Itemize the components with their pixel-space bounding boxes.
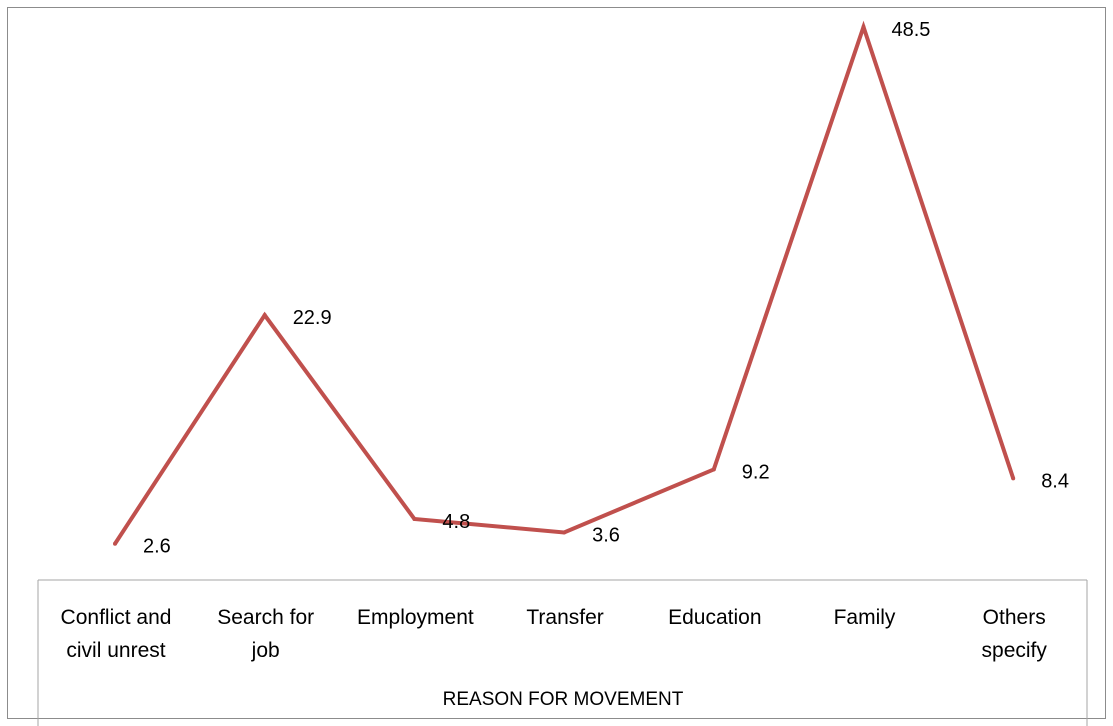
category-label: Employment (357, 606, 474, 629)
series-layer (113, 20, 1016, 545)
category-label: specify (982, 639, 1048, 662)
data-label: 2.6 (143, 536, 171, 558)
data-point (1011, 476, 1016, 481)
data-label: 48.5 (892, 19, 931, 41)
category-label: Search for (217, 606, 314, 629)
data-label: 22.9 (293, 307, 332, 329)
category-label: job (251, 639, 280, 662)
data-label: 9.2 (742, 461, 770, 483)
chart-frame (7, 7, 1106, 719)
data-label: 4.8 (442, 511, 470, 533)
data-point (562, 530, 567, 535)
category-label: civil unrest (66, 639, 165, 662)
data-point (711, 467, 716, 472)
category-label-layer: Conflict and civil unrest Search for job Emp… (61, 606, 1048, 662)
points-layer (113, 24, 1016, 546)
x-axis-title: REASON FOR MOVEMENT (443, 689, 684, 710)
category-label: Education (668, 606, 761, 629)
category-label: Transfer (526, 606, 603, 629)
data-point (412, 516, 417, 521)
category-axis-box (37, 579, 1088, 726)
category-label: Others (983, 606, 1046, 629)
data-label: 8.4 (1041, 470, 1069, 492)
data-label: 3.6 (592, 524, 620, 546)
data-label-layer: 2.6 22.9 4.8 3.6 9.2 48.5 8.4 (143, 19, 1069, 558)
data-point (262, 313, 267, 318)
category-label: Family (834, 606, 896, 629)
data-point (861, 24, 866, 29)
category-label: Conflict and (61, 606, 172, 629)
series-line (113, 20, 1016, 545)
data-point (113, 541, 117, 546)
